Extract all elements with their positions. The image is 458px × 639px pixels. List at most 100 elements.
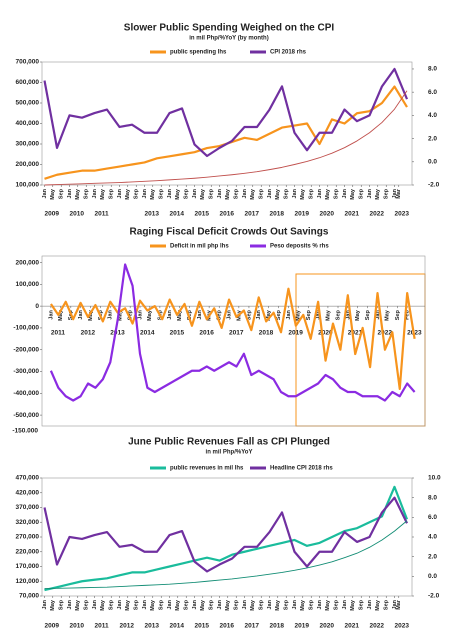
year-label: 2015 (195, 211, 210, 218)
x-tick-label: Jan (167, 309, 173, 319)
x-tick-label: Jan (242, 599, 248, 609)
x-tick-label: May (325, 188, 331, 200)
year-label: 2023 (395, 623, 410, 630)
y-tick-label: 700,000 (16, 59, 40, 66)
x-tick-label: Jan (142, 599, 148, 609)
year-label: 2018 (270, 211, 285, 218)
x-tick-label: Sep (184, 599, 190, 610)
x-tick-label: Sep (59, 599, 65, 610)
x-tick-label: Jan (375, 309, 381, 319)
y-tick-label: 100,000 (16, 182, 40, 189)
x-tick-label: May (50, 599, 56, 611)
y-tick-label: 300,000 (16, 141, 40, 148)
x-tick-label: May (266, 309, 272, 321)
x-tick-label: May (225, 599, 231, 611)
x-tick-label: Jan (317, 188, 323, 198)
x-tick-label: Sep (334, 599, 340, 610)
x-tick-label: Jan (267, 188, 273, 198)
x-tick-label: Sep (234, 599, 240, 610)
x-tick-label: May (75, 599, 81, 611)
x-tick-label: May (200, 188, 206, 200)
x-tick-label: May (125, 599, 131, 611)
year-label: 2021 (348, 330, 363, 337)
x-tick-label: Jan (367, 599, 373, 609)
chart-subtitle: in mil Php/%YoY (206, 450, 253, 456)
x-tick-label: May (125, 188, 131, 200)
x-tick-label: May (296, 309, 302, 321)
year-label: 2020 (320, 623, 335, 630)
x-tick-label: Sep (365, 309, 371, 320)
year-label: 2016 (199, 330, 214, 337)
annotation: -150.000 (12, 428, 38, 435)
x-tick-label: May (250, 188, 256, 200)
year-label: 2018 (270, 623, 285, 630)
x-tick-label: Sep (84, 599, 90, 610)
x-tick-label: Sep (134, 188, 140, 199)
x-tick-label: Jan (392, 188, 398, 198)
y2-tick-label: 2.0 (428, 135, 437, 142)
trend-line (44, 90, 408, 186)
x-tick-label: Sep (259, 188, 265, 199)
x-tick-label: Sep (359, 188, 365, 199)
chart-subtitle: in mil Php/%YoY (by month) (189, 36, 268, 42)
x-tick-label: Sep (59, 188, 65, 199)
y-tick-label: 200,000 (16, 161, 40, 168)
y-tick-label: 470,000 (16, 475, 40, 482)
year-label: 2013 (110, 330, 125, 337)
legend-label: Headline CPI 2018 rhs (270, 466, 333, 472)
chart-title: June Public Revenues Fall as CPI Plunged (128, 437, 330, 448)
x-tick-label: Jan (197, 309, 203, 319)
y-tick-label: 320,000 (16, 519, 40, 526)
y-tick-label: 170,000 (16, 563, 40, 570)
year-label: 2022 (370, 623, 385, 630)
year-label: 2014 (170, 211, 185, 218)
x-tick-label: Jan (42, 599, 48, 609)
x-tick-label: Sep (217, 309, 223, 320)
year-label: 2012 (81, 330, 96, 337)
legend-label: CPI 2018 rhs (270, 50, 307, 56)
x-tick-label: Sep (276, 309, 282, 320)
x-tick-label: Jan (217, 188, 223, 198)
y2-tick-label: 10.0 (428, 475, 441, 482)
x-tick-label: Jan (108, 309, 114, 319)
legend-label: public revenues in mil lhs (170, 466, 244, 472)
y2-tick-label: 0.0 (428, 573, 437, 580)
x-tick-label: May (175, 188, 181, 200)
x-tick-label: Jan (242, 188, 248, 198)
year-label: 2017 (245, 623, 260, 630)
year-label: 2020 (318, 330, 333, 337)
x-tick-label: Jan (292, 188, 298, 198)
x-tick-label: May (350, 599, 356, 611)
x-tick-label: Jan (67, 599, 73, 609)
x-tick-label: Jan (342, 599, 348, 609)
y-tick-label: 270,000 (16, 534, 40, 541)
x-tick-label: Jan (167, 188, 173, 198)
x-tick-label: Jan (392, 599, 398, 609)
x-tick-label: May (150, 599, 156, 611)
x-tick-label: May (350, 188, 356, 200)
series-line (49, 263, 416, 402)
y2-tick-label: -2.0 (428, 182, 440, 189)
y2-tick-label: 8.0 (428, 494, 437, 501)
x-tick-label: May (300, 599, 306, 611)
x-tick-label: Sep (359, 599, 365, 610)
x-tick-label: Jan (167, 599, 173, 609)
x-tick-label: May (200, 599, 206, 611)
chart-title: Raging Fiscal Deficit Crowds Out Savings (130, 227, 329, 238)
x-tick-label: Sep (384, 599, 390, 610)
x-tick-label: Jan (267, 599, 273, 609)
x-tick-label: Sep (128, 309, 134, 320)
x-tick-label: Sep (159, 599, 165, 610)
series-line (43, 67, 409, 158)
x-tick-label: Sep (134, 599, 140, 610)
x-tick-label: Jan (142, 188, 148, 198)
x-tick-label: Sep (234, 188, 240, 199)
x-tick-label: Jan (92, 599, 98, 609)
x-tick-label: Jan (226, 309, 232, 319)
x-tick-label: Jan (67, 188, 73, 198)
x-tick-label: Jan (342, 188, 348, 198)
x-tick-label: May (147, 309, 153, 321)
x-tick-label: Sep (109, 188, 115, 199)
year-label: 2019 (288, 330, 303, 337)
